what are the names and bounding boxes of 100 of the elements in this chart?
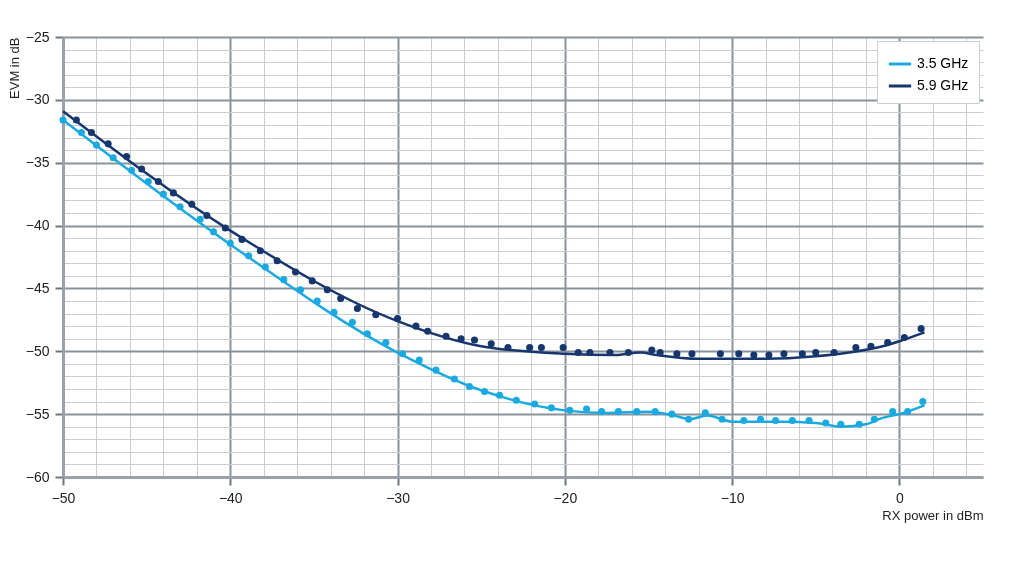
point: [919, 398, 927, 406]
point: [221, 224, 229, 232]
point: [805, 416, 813, 424]
point: [159, 190, 167, 198]
point: [852, 343, 860, 352]
point: [280, 276, 288, 284]
point: [138, 165, 146, 173]
point: [614, 408, 622, 416]
point: [87, 129, 95, 137]
point: [904, 408, 912, 416]
point: [382, 338, 390, 347]
point: [424, 327, 432, 335]
point: [566, 406, 574, 414]
point: [716, 350, 724, 358]
y-tick-label: −55: [25, 405, 50, 422]
y-tick-label: −60: [25, 468, 50, 485]
point: [226, 239, 234, 247]
y-tick-label: −25: [25, 28, 50, 45]
point: [574, 349, 582, 357]
point: [504, 343, 512, 352]
point: [72, 116, 80, 124]
point: [526, 343, 534, 352]
point: [348, 318, 356, 326]
point: [128, 166, 136, 174]
point: [772, 416, 780, 424]
point: [867, 342, 875, 350]
point: [537, 343, 545, 352]
point: [837, 420, 845, 428]
point: [415, 356, 423, 364]
point: [210, 228, 218, 236]
point: [154, 178, 162, 186]
y-axis-title: EVM in dB: [6, 37, 22, 99]
point: [512, 396, 520, 404]
point: [176, 203, 184, 211]
point: [648, 346, 656, 354]
point: [412, 322, 420, 330]
point: [330, 308, 338, 316]
point: [586, 349, 594, 357]
x-axis-title: RX power in dBm: [882, 507, 984, 523]
point: [633, 408, 641, 416]
point: [261, 263, 269, 271]
point: [487, 340, 495, 348]
point: [740, 416, 748, 424]
point: [256, 247, 264, 255]
point: [870, 415, 878, 423]
y-tick-label: −45: [25, 279, 50, 296]
point: [77, 129, 85, 137]
point: [496, 391, 504, 399]
point: [765, 351, 773, 359]
point: [59, 116, 67, 124]
point: [394, 315, 402, 323]
legend-label: 5.9 GHz: [917, 77, 969, 93]
point: [701, 409, 709, 417]
point: [432, 366, 440, 374]
point: [203, 211, 211, 220]
point: [238, 235, 246, 243]
point: [624, 349, 632, 357]
point: [812, 349, 820, 357]
y-tick-label: −50: [25, 342, 50, 359]
point: [363, 330, 371, 338]
point: [718, 415, 726, 423]
point: [583, 405, 591, 413]
point: [337, 294, 345, 303]
x-tick-label: −20: [553, 489, 578, 506]
x-tick-label: −30: [386, 489, 411, 506]
point: [291, 268, 300, 276]
point: [372, 311, 380, 319]
point: [313, 297, 321, 305]
point: [788, 416, 796, 424]
point: [559, 343, 567, 352]
y-tick-label: −40: [25, 217, 50, 234]
x-tick-label: −40: [218, 489, 243, 506]
point: [735, 350, 743, 358]
point: [92, 141, 100, 149]
point: [273, 257, 281, 265]
x-tick-label: 0: [895, 489, 904, 506]
point: [296, 286, 305, 294]
point: [470, 336, 479, 344]
point: [531, 400, 539, 408]
point: [750, 351, 758, 359]
point: [889, 408, 897, 416]
point: [308, 277, 316, 285]
x-tick-label: −10: [720, 489, 745, 506]
point: [822, 419, 830, 427]
point: [353, 305, 361, 313]
point: [917, 325, 925, 333]
point: [668, 410, 676, 418]
point: [450, 375, 458, 383]
point: [169, 189, 177, 197]
point: [104, 140, 112, 148]
point: [480, 387, 489, 396]
point: [442, 332, 450, 340]
point: [651, 408, 659, 416]
point: [900, 333, 908, 341]
point: [457, 335, 465, 343]
point: [196, 215, 204, 223]
point: [109, 154, 117, 162]
point: [547, 404, 555, 412]
point: [855, 420, 863, 428]
legend-label: 3.5 GHz: [917, 55, 969, 71]
